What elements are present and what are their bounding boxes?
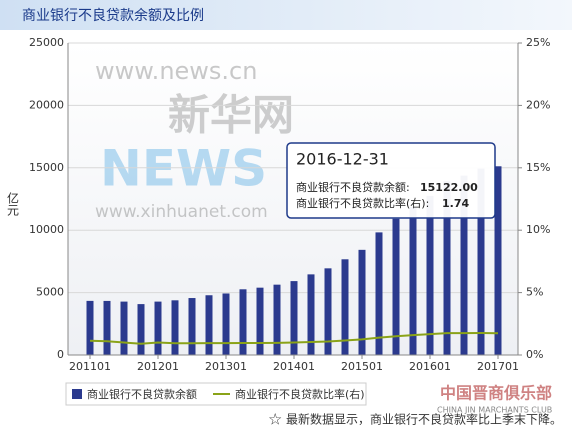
bar — [426, 195, 434, 355]
bar — [307, 274, 315, 355]
x-tick-label: 201301 — [205, 360, 247, 373]
y-tick-label: 20000 — [29, 98, 64, 111]
x-tick-label: 201401 — [273, 360, 315, 373]
tooltip-box — [286, 142, 496, 219]
y-tick-label: 15000 — [29, 161, 64, 174]
watermark: www.news.cn 新华网 NEWS www.xinhuanet.com — [95, 57, 294, 222]
watermark-text: www.xinhuanet.com — [95, 202, 268, 222]
y2-tick-label: 25% — [526, 36, 550, 49]
bar — [171, 300, 179, 355]
bar — [409, 206, 417, 355]
y2-tick-label: 20% — [526, 98, 550, 111]
watermark-text: 中国晋商俱乐部 — [440, 384, 552, 403]
tooltip: 2016-12-31 商业银行不良贷款余额: 15122.00 商业银行不良贷款… — [286, 142, 496, 219]
legend-label: 商业银行不良贷款余额 — [87, 387, 197, 401]
bar — [341, 259, 349, 355]
line — [89, 332, 499, 345]
bar — [222, 293, 230, 355]
y2-tick-label: 10% — [526, 223, 550, 236]
x-tick-label: 201501 — [341, 360, 383, 373]
x-tick-label: 201701 — [477, 360, 519, 373]
x-tick-label: 201201 — [137, 360, 179, 373]
bar — [460, 175, 468, 355]
y2-tick-label: 5% — [526, 286, 543, 299]
bar — [86, 300, 94, 355]
bar — [103, 300, 111, 355]
bar — [154, 301, 162, 355]
y-axis-label: 亿元 — [6, 191, 20, 217]
bar — [375, 232, 383, 355]
watermark-text: 新华网 — [168, 91, 294, 140]
y2-tick-label: 15% — [526, 161, 550, 174]
title-bar — [0, 0, 572, 30]
y-tick-label: 5000 — [36, 286, 64, 299]
bar — [494, 166, 502, 355]
bar — [188, 298, 196, 355]
bar — [358, 249, 366, 355]
tooltip-label: 商业银行不良贷款比率(右): — [296, 196, 429, 210]
bar — [205, 295, 213, 355]
bar — [324, 268, 332, 355]
tooltip-label: 商业银行不良贷款余额: — [296, 180, 410, 194]
bar — [137, 304, 145, 355]
tooltip-date: 2016-12-31 — [296, 150, 389, 169]
chart-title: 商业银行不良贷款余额及比例 — [22, 7, 204, 24]
y-tick-label: 10000 — [29, 223, 64, 236]
tooltip-value: 15122.00 — [420, 181, 478, 194]
bar — [256, 287, 264, 355]
legend-swatch — [72, 389, 82, 399]
watermark-text: CHINA JIN MARCHANTS CLUB — [437, 406, 552, 415]
x-tick-label: 201601 — [409, 360, 451, 373]
y2-tick-label: 0% — [526, 348, 543, 361]
bar — [392, 218, 400, 355]
star-icon: ☆ — [268, 410, 282, 429]
bar — [120, 301, 128, 355]
bar — [477, 168, 485, 355]
watermark-text: www.news.cn — [95, 57, 257, 85]
bar — [273, 284, 281, 355]
tooltip-value: 1.74 — [442, 197, 469, 210]
bar — [239, 289, 247, 355]
bar — [290, 281, 298, 355]
legend-label: 商业银行不良贷款比率(右) — [235, 387, 365, 401]
x-tick-label: 201101 — [69, 360, 111, 373]
footnote: 最新数据显示，商业银行不良贷款率比上季末下降。 — [286, 412, 562, 427]
watermark-text: NEWS — [100, 140, 267, 198]
y-tick-label: 0 — [57, 348, 64, 361]
bar — [443, 181, 451, 355]
y-tick-label: 25000 — [29, 36, 64, 49]
